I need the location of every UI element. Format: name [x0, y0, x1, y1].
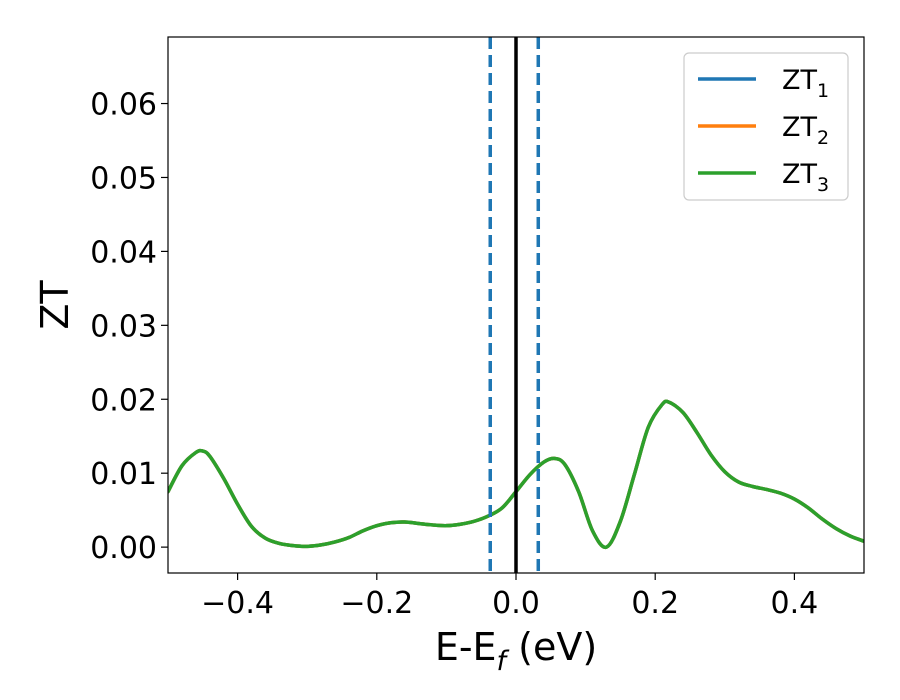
- x-tick-label: 0.4: [771, 586, 819, 621]
- axis-titles: E-Ef (eV) ZT: [33, 280, 597, 677]
- axes: −0.4 −0.2 0.0 0.2 0.4 0.00 0.01 0.02 0.03 0.04 0.0…: [90, 36, 865, 621]
- legend-label-zt3: ZT3: [782, 159, 829, 196]
- y-tick-label: 0.04: [90, 235, 157, 270]
- x-tick-label: 0.0: [492, 586, 540, 621]
- y-tick-label: 0.01: [90, 457, 157, 492]
- legend-label-zt1: ZT1: [782, 65, 829, 102]
- y-tick-label: 0.03: [90, 309, 157, 344]
- x-tick-label: −0.4: [201, 586, 274, 621]
- plot-area: [168, 37, 864, 573]
- x-tick-label: −0.2: [340, 586, 413, 621]
- legend-box: [683, 52, 849, 201]
- y-tick-label: 0.02: [90, 383, 157, 418]
- y-tick-label: 0.06: [90, 88, 157, 123]
- y-tick-label: 0.05: [90, 161, 157, 196]
- legend-label-zt2: ZT2: [782, 112, 829, 149]
- x-axis-title: E-Ef (eV): [435, 625, 597, 677]
- y-tick-label: 0.00: [90, 531, 157, 566]
- legend: ZT1 ZT2 ZT3: [683, 52, 849, 201]
- y-axis-title: ZT: [33, 280, 77, 330]
- x-tick-label: 0.2: [631, 586, 679, 621]
